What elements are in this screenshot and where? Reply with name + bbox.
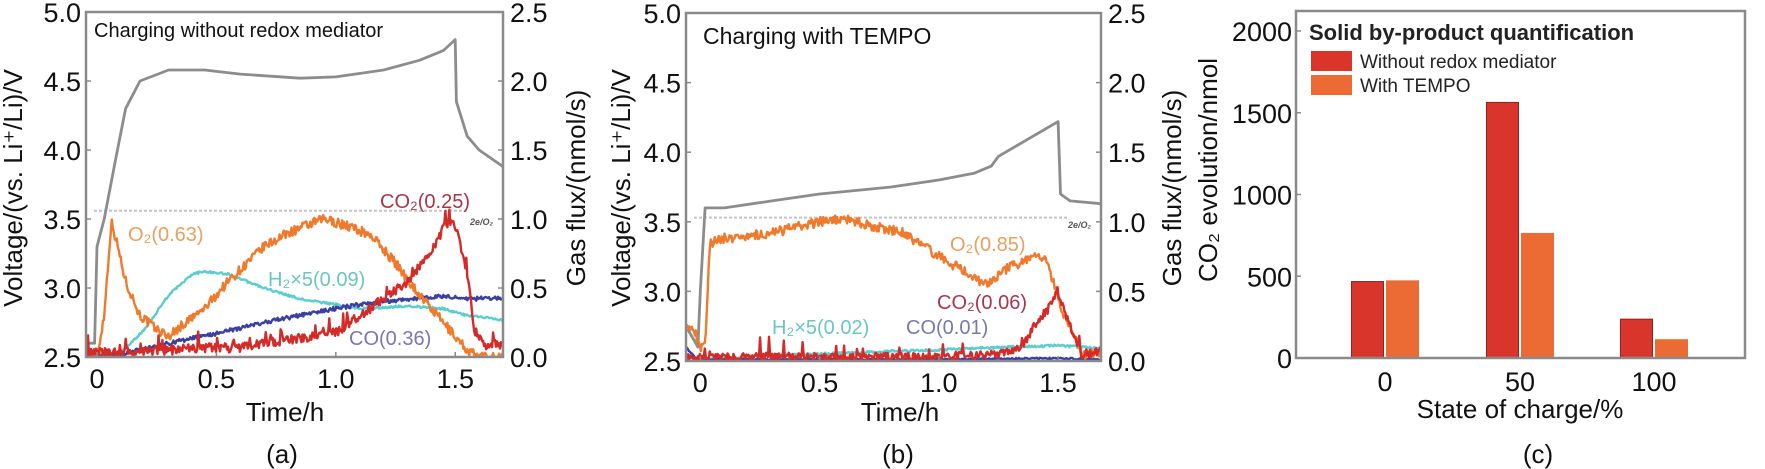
panel-a-co-label: CO(0.36) xyxy=(349,328,431,350)
panel-a: 0 0.5 1.0 1.5 2.5 3.0 3.5 4.0 4.5 5.0 0.0 0.5 1.0 1.5… xyxy=(0,0,591,469)
panel-b-ytick-right-label: 2.0 xyxy=(1108,69,1146,99)
panel-a-label: (a) xyxy=(266,439,298,469)
panel-b-o2-label: O₂(0.85) xyxy=(950,234,1026,256)
panel-a-xtick-label: 1.0 xyxy=(317,364,355,394)
panel-b-xtick-label: 1.5 xyxy=(1039,368,1077,398)
panel-b-ticks: 0 0.5 1.0 1.5 2.5 3.0 3.5 4.0 4.5 5.0 0.0 0.5 1.0 1.5… xyxy=(643,0,1145,398)
panel-c-xtick-label: 0 xyxy=(1377,367,1392,397)
panel-b-o2-trace xyxy=(686,214,1101,360)
panel-b-ytick-right-label: 0.5 xyxy=(1108,277,1146,307)
panel-a-ytick-left-label: 4.0 xyxy=(43,136,81,166)
panel-a-ytick-left-label: 4.5 xyxy=(43,67,81,97)
panel-c-legend: Without redox mediator With TEMPO xyxy=(1311,51,1557,97)
panel-c-xlabel: State of charge/% xyxy=(1417,394,1624,424)
panel-b-h2-label: H₂×5(0.02) xyxy=(772,317,869,339)
panel-a-o2-label: O₂(0.63) xyxy=(128,224,204,246)
panel-b-ytick-right-label: 1.5 xyxy=(1108,138,1146,168)
legend-label-with-tempo: With TEMPO xyxy=(1360,76,1471,97)
panel-b-co2-label: CO₂(0.06) xyxy=(937,292,1027,314)
panel-b-ytick-left-label: 2.5 xyxy=(643,347,681,377)
bar-without-mediator-soc-50 xyxy=(1486,101,1519,359)
panel-a-plot-area xyxy=(86,38,503,357)
panel-b-xlabel: Time/h xyxy=(861,397,940,427)
legend-swatch-with-tempo xyxy=(1311,75,1352,95)
panel-a-frame xyxy=(84,10,505,359)
legend-swatch-without-mediator xyxy=(1311,51,1352,71)
panel-c-ytick-label: 1000 xyxy=(1232,181,1292,211)
panel-b-ylabel-left: Voltage/(vs. Li⁺/Li)/V xyxy=(606,68,636,306)
panel-c-ytick-label: 0 xyxy=(1277,344,1292,374)
panel-a-ytick-right-label: 1.5 xyxy=(510,136,548,166)
panel-b: 0 0.5 1.0 1.5 2.5 3.0 3.5 4.0 4.5 5.0 0.0 0.5 1.0 1.5… xyxy=(606,0,1187,469)
panel-c-title: Solid by-product quantification xyxy=(1309,20,1634,45)
panel-c-ytick-label: 2000 xyxy=(1232,17,1292,47)
panel-a-xtick-label: 1.5 xyxy=(436,364,474,394)
panel-a-ytick-right-label: 0.5 xyxy=(510,274,548,304)
panel-a-xlabel: Time/h xyxy=(246,397,325,427)
panel-a-h2-label: H₂×5(0.09) xyxy=(268,269,365,291)
panel-a-o2-trace xyxy=(86,213,503,357)
bar-with-tempo-soc-0 xyxy=(1386,280,1419,358)
panel-a-title: Charging without redox mediator xyxy=(94,20,383,42)
panel-c-ytick-label: 500 xyxy=(1247,262,1292,292)
legend-label-without-mediator: Without redox mediator xyxy=(1360,52,1557,73)
panel-b-ref-label: 2e/O₂ xyxy=(1067,220,1092,230)
bar-without-mediator-soc-100 xyxy=(1620,318,1653,358)
panel-b-ytick-left-label: 5.0 xyxy=(643,0,681,29)
panel-b-title: Charging with TEMPO xyxy=(703,23,931,49)
panel-a-co2-trace xyxy=(86,208,503,357)
panel-a-voltage-curve xyxy=(86,38,503,345)
panel-c-bars xyxy=(1351,101,1688,359)
panel-b-plot-area xyxy=(686,120,1101,361)
panel-a-xtick-label: 0 xyxy=(89,364,104,394)
bar-with-tempo-soc-50 xyxy=(1521,232,1554,358)
panel-b-ytick-left-label: 4.5 xyxy=(643,69,681,99)
panel-a-ylabel-left: Voltage/(vs. Li⁺/Li)/V xyxy=(0,68,28,306)
panel-a-ytick-right-label: 2.0 xyxy=(510,67,548,97)
panel-b-ytick-left-label: 3.0 xyxy=(643,277,681,307)
bar-with-tempo-soc-100 xyxy=(1655,339,1688,358)
bar-without-mediator-soc-0 xyxy=(1351,281,1384,358)
panel-a-ytick-left-label: 5.0 xyxy=(43,0,81,28)
panel-b-xtick-label: 1.0 xyxy=(920,368,958,398)
panel-b-frame xyxy=(684,11,1103,363)
panel-b-label: (b) xyxy=(882,439,914,469)
panel-b-ytick-right-label: 0.0 xyxy=(1108,347,1146,377)
panel-b-ytick-left-label: 3.5 xyxy=(643,208,681,238)
panel-c-xtick-label: 100 xyxy=(1631,367,1676,397)
panel-a-ytick-right-label: 1.0 xyxy=(510,205,548,235)
panel-a-ytick-right-label: 0.0 xyxy=(510,343,548,373)
panel-b-co2-trace xyxy=(686,285,1101,361)
panel-a-xtick-label: 0.5 xyxy=(198,364,236,394)
panel-b-ytick-right-label: 2.5 xyxy=(1108,0,1146,29)
panel-b-voltage-curve xyxy=(686,120,1101,349)
panel-a-ticks: 0 0.5 1.0 1.5 2.5 3.0 3.5 4.0 4.5 5.0 0.0 0.5 1.0 1.5… xyxy=(43,0,547,394)
panel-c-ylabel-text: CO₂ evolution/nmol xyxy=(1193,58,1223,282)
panel-a-ref-label: 2e/O₂ xyxy=(469,217,494,227)
panel-c-ylabel: CO₂ evolution/nmol xyxy=(1193,58,1223,282)
panel-c-xtick-label: 50 xyxy=(1505,367,1535,397)
panel-b-xtick-label: 0.5 xyxy=(801,368,839,398)
panel-c-ytick-label: 1500 xyxy=(1232,99,1292,129)
panel-b-ylabel-right: Gas flux/(nmol/s) xyxy=(1157,90,1187,287)
panel-c-label: (c) xyxy=(1523,439,1553,469)
panel-a-co2-label: CO₂(0.25) xyxy=(380,191,470,213)
panel-a-ytick-left-label: 3.5 xyxy=(43,205,81,235)
panel-c-frame xyxy=(1294,9,1747,360)
panel-b-xtick-label: 0 xyxy=(693,368,708,398)
panel-a-ylabel-right: Gas flux/(nmol/s) xyxy=(561,90,591,287)
panel-b-co-label: CO(0.01) xyxy=(906,317,988,339)
panel-a-ytick-right-label: 2.5 xyxy=(510,0,548,28)
panel-b-ytick-left-label: 4.0 xyxy=(643,138,681,168)
panel-a-ytick-left-label: 2.5 xyxy=(43,343,81,373)
panel-b-ytick-right-label: 1.0 xyxy=(1108,208,1146,238)
panel-a-ytick-left-label: 3.0 xyxy=(43,274,81,304)
